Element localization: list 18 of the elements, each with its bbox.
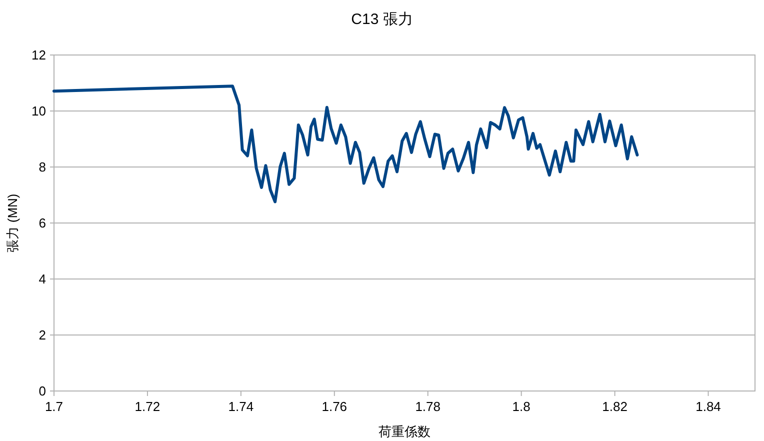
xtick: 1.76 [322,399,348,414]
ytick: 10 [32,104,46,118]
xtick: 1.7 [44,399,64,414]
xtick: 1.74 [228,399,254,414]
title: C13 張力 [351,11,413,28]
xtick: 1.84 [696,399,721,414]
ytick: 12 [32,48,46,62]
ytick: 8 [38,160,46,174]
ytick: 2 [38,328,46,342]
ytick: 0 [38,384,46,398]
xtick: 1.82 [602,399,628,414]
ylabel: 張力 (MN) [5,194,20,252]
ytick: 6 [38,216,46,230]
xtick: 1.78 [415,399,441,414]
xtick: 1.72 [134,399,160,414]
xlabel: 荷重係数 [378,424,430,439]
ytick: 4 [38,272,46,286]
xtick: 1.8 [512,399,530,414]
